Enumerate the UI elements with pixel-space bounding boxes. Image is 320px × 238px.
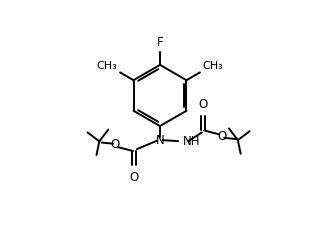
Text: O: O xyxy=(198,98,208,111)
Text: O: O xyxy=(130,170,139,183)
Text: N: N xyxy=(156,134,164,147)
Text: NH: NH xyxy=(183,135,200,148)
Text: CH₃: CH₃ xyxy=(203,60,223,70)
Text: CH₃: CH₃ xyxy=(97,60,117,70)
Text: O: O xyxy=(217,130,227,143)
Text: F: F xyxy=(157,36,163,49)
Text: O: O xyxy=(111,138,120,151)
